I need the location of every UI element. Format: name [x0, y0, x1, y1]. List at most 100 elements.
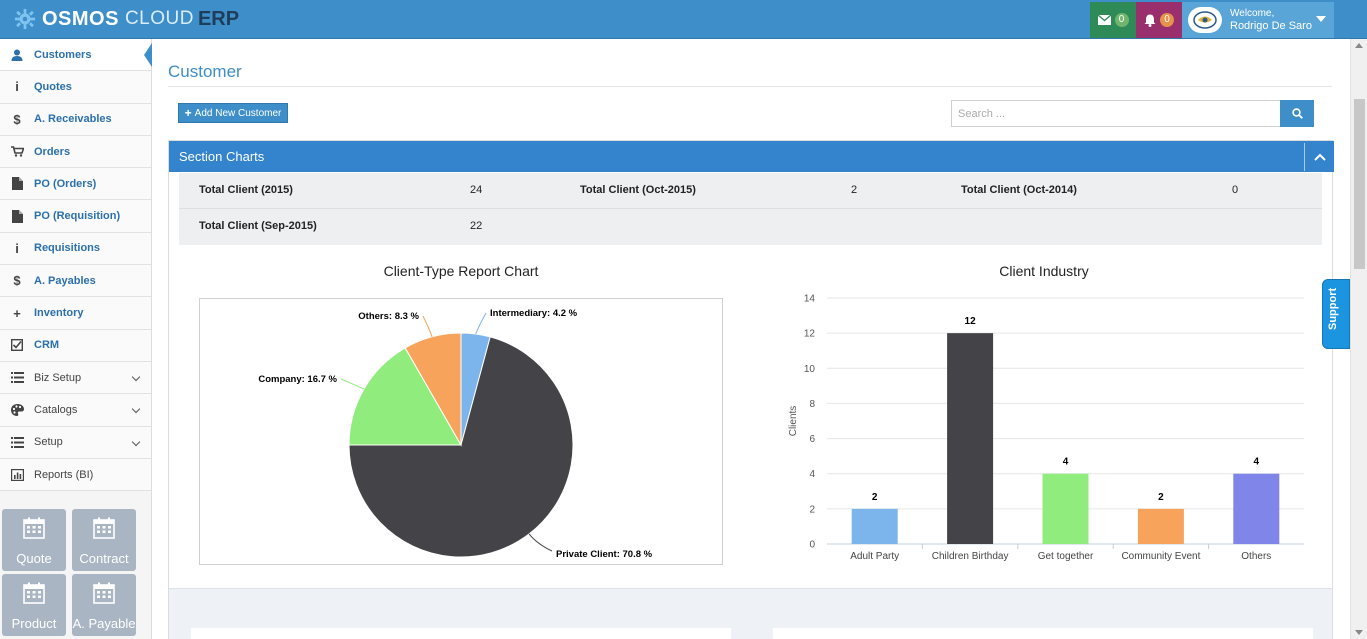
chevron-down-icon — [131, 372, 141, 382]
sidebar-item-label: A. Payables — [34, 274, 96, 287]
panel-title: Section Charts — [179, 149, 265, 164]
sidebar-item-receivables[interactable]: $ A. Receivables — [0, 103, 151, 136]
collapse-button[interactable] — [1304, 143, 1334, 171]
bar — [947, 333, 994, 544]
user-name: Rodrigo De Saro — [1230, 20, 1312, 32]
sidebar-item-setup[interactable]: Setup — [0, 426, 151, 459]
y-tick-label: 8 — [809, 399, 815, 410]
pie-slice — [404, 332, 462, 447]
stat-value: 22 — [470, 220, 483, 232]
sidebar-item-label: Catalogs — [34, 403, 78, 416]
summary-card — [773, 628, 1313, 639]
calendar-icon — [23, 517, 45, 539]
page-title: Customer — [168, 62, 242, 81]
bar — [1137, 508, 1184, 544]
quick-button-label: A. Payable — [72, 616, 136, 631]
messages-button[interactable]: 0 — [1090, 2, 1136, 38]
sidebar-item-label: CRM — [34, 339, 60, 352]
calendar-icon — [93, 517, 115, 539]
sidebar-item-label: Orders — [34, 145, 71, 158]
sidebar-item-label: Requisitions — [34, 242, 101, 255]
bar-data-label: 4 — [1254, 457, 1260, 468]
page-scrollbar[interactable] — [1350, 39, 1367, 639]
sidebar-item-catalogs[interactable]: Catalogs — [0, 394, 151, 427]
add-customer-label: Add New Customer — [194, 107, 282, 119]
user-menu[interactable]: Welcome, Rodrigo De Saro — [1182, 2, 1334, 38]
sidebar-item-quotes[interactable]: i Quotes — [0, 71, 151, 104]
caret-down-icon[interactable] — [1316, 16, 1326, 22]
y-tick-label: 6 — [809, 434, 815, 445]
sidebar-item-biz-setup[interactable]: Biz Setup — [0, 361, 151, 395]
dollar-icon: $ — [13, 111, 21, 127]
file-icon — [10, 177, 24, 191]
bar-data-label: 2 — [1158, 492, 1164, 503]
brand-cloud: CLOUD — [124, 8, 194, 29]
pie-data-label: Others: 8.3 % — [358, 311, 419, 322]
palette-icon — [10, 403, 24, 417]
search-input[interactable] — [951, 100, 1281, 127]
pie-slice — [348, 336, 574, 558]
scrollbar-thumb[interactable] — [1354, 99, 1365, 269]
sidebar-item-orders[interactable]: Orders — [0, 135, 151, 169]
envelope-icon — [1097, 15, 1111, 25]
quick-contract-button[interactable]: Contract — [72, 509, 136, 571]
sidebar-item-po-orders[interactable]: PO (Orders) — [0, 168, 151, 201]
notifications-button[interactable]: 0 — [1136, 2, 1182, 38]
sidebar-item-payables[interactable]: $ A. Payables — [0, 265, 151, 298]
info-icon: i — [15, 240, 19, 256]
y-tick-label: 4 — [809, 469, 815, 480]
bell-icon — [1144, 14, 1156, 27]
scroll-up-icon[interactable] — [1355, 43, 1363, 48]
bar-chart-icon — [10, 468, 24, 482]
bar — [1042, 473, 1089, 544]
y-tick-label: 12 — [804, 329, 816, 340]
user-icon — [10, 48, 24, 62]
quick-quote-button[interactable]: Quote — [2, 509, 66, 571]
stats-table: Total Client (2015) 24 Total Client (Oct… — [179, 173, 1322, 245]
stat-label: Total Client (Sep-2015) — [199, 220, 317, 232]
panel-header: Section Charts — [169, 141, 1334, 172]
stats-row: Total Client (Sep-2015) 22 — [179, 209, 1322, 245]
x-tick-label: Adult Party — [850, 551, 899, 562]
bar-data-label: 2 — [872, 492, 878, 503]
pie-data-label: Intermediary: 4.2 % — [490, 308, 578, 319]
chevron-up-icon — [1313, 153, 1326, 161]
pie-chart-frame: Intermediary: 4.2 % Private Client: 70.8 … — [199, 298, 723, 565]
chevron-down-icon — [131, 437, 141, 446]
quick-product-button[interactable]: Product — [2, 574, 66, 636]
cart-icon — [10, 145, 24, 159]
app-logo[interactable]: OSMOS CLOUD ERP — [14, 5, 239, 33]
sidebar-item-label: Customers — [34, 48, 92, 61]
support-tab[interactable]: Support — [1322, 279, 1350, 349]
dollar-icon: $ — [13, 273, 21, 289]
sidebar-item-label: Quotes — [34, 80, 72, 93]
sidebar-item-requisitions[interactable]: i Requisitions — [0, 232, 151, 266]
quick-payable-button[interactable]: A. Payable — [72, 574, 136, 636]
sidebar-item-label: A. Receivables — [34, 113, 112, 126]
sidebar-item-po-requisition[interactable]: PO (Requisition) — [0, 200, 151, 233]
sidebar-item-crm[interactable]: CRM — [0, 329, 151, 362]
active-indicator — [144, 43, 152, 67]
sidebar-item-reports[interactable]: Reports (BI) — [0, 458, 151, 492]
stat-value: 0 — [1232, 184, 1239, 196]
search-icon — [1291, 108, 1303, 119]
plus-icon: + — [184, 106, 192, 120]
quick-button-label: Product — [11, 616, 57, 631]
search-button[interactable] — [1280, 100, 1314, 127]
sidebar-item-customers[interactable]: Customers — [0, 39, 152, 72]
gear-logo-icon — [14, 8, 36, 30]
sidebar-item-label: Biz Setup — [34, 371, 82, 384]
list-icon — [10, 435, 24, 449]
stat-value: 24 — [470, 184, 483, 196]
summary-card — [191, 628, 731, 639]
pie-connector-line — [340, 378, 365, 390]
sidebar-item-label: Reports (BI) — [34, 468, 94, 481]
sidebar: Customers i Quotes $ A. Receivables Orde… — [0, 39, 152, 639]
sidebar-item-inventory[interactable]: + Inventory — [0, 297, 151, 330]
sidebar-item-label: Setup — [34, 436, 63, 449]
quick-button-label: Quote — [16, 551, 52, 566]
add-customer-button[interactable]: + Add New Customer — [178, 103, 288, 123]
scroll-down-icon[interactable] — [1355, 630, 1363, 635]
title-divider — [168, 86, 1332, 87]
sidebar-item-label: PO (Orders) — [34, 177, 97, 190]
